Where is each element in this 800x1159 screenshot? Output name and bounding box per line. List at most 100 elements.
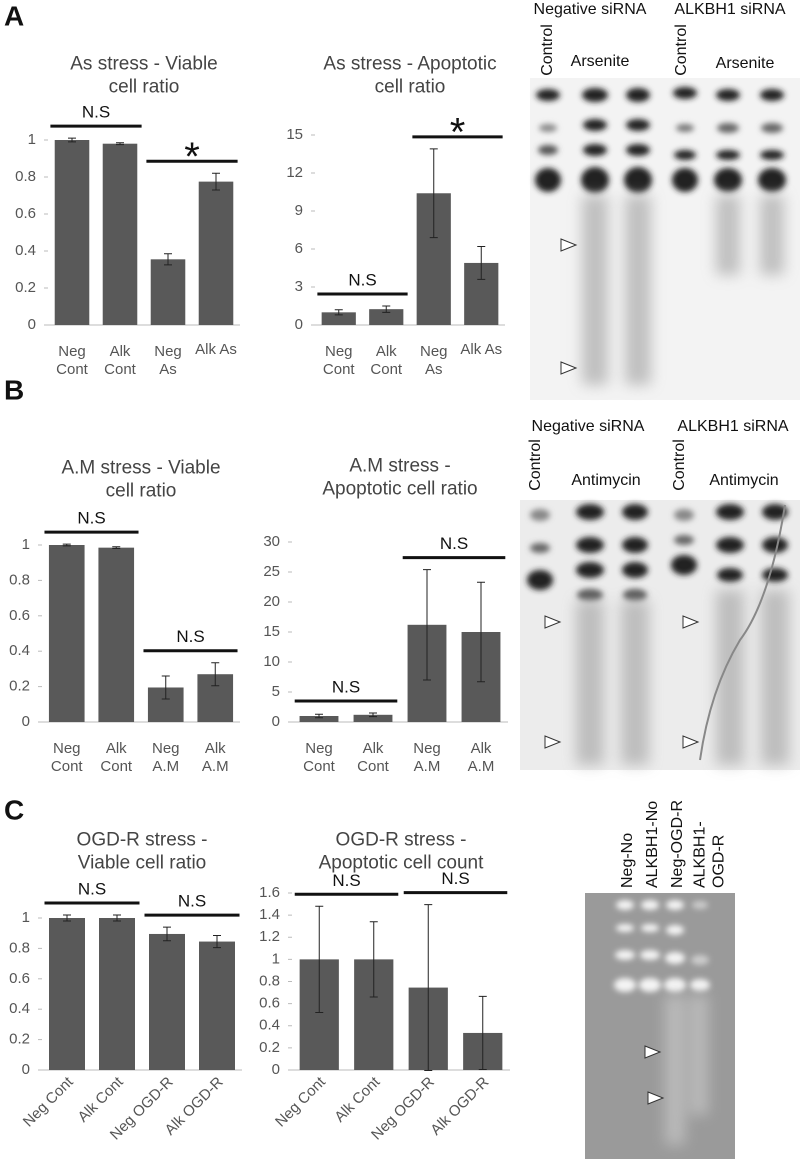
y-tick-label: 1.6 xyxy=(259,884,280,901)
x-tick-label: Neg As xyxy=(420,343,448,378)
y-tick-label: 0.2 xyxy=(15,279,36,296)
y-tick-label: 1 xyxy=(22,909,30,926)
error-bar xyxy=(213,934,221,949)
gel-lane-label: Antimycin xyxy=(709,472,778,489)
error-bar xyxy=(334,309,343,316)
x-tick-label: Alk As xyxy=(460,341,502,358)
bar xyxy=(198,181,234,325)
error-bar xyxy=(63,914,71,922)
y-tick-label: 30 xyxy=(263,533,280,550)
y-tick-label: 1.2 xyxy=(259,928,280,945)
y-tick-label: 0 xyxy=(22,713,30,730)
y-tick-label: 0 xyxy=(28,316,36,333)
x-tick-label: Neg Cont xyxy=(51,740,84,775)
bar xyxy=(49,918,85,1070)
x-tick-label: Neg Cont xyxy=(323,343,356,378)
y-tick-label: 1 xyxy=(28,131,36,148)
panel-label: C xyxy=(4,794,24,825)
bar xyxy=(299,716,339,722)
y-tick-label: 0.6 xyxy=(9,970,30,987)
bar xyxy=(99,918,135,1070)
error-bar xyxy=(478,995,487,1070)
x-tick-label: Alk Cont xyxy=(331,1073,384,1126)
y-tick-label: 0.4 xyxy=(9,1000,30,1017)
y-tick-label: 9 xyxy=(295,202,303,219)
x-tick-label: Alk Cont xyxy=(100,740,133,775)
error-bar xyxy=(369,921,378,998)
chart-title: As stress - Apoptotic cell ratio xyxy=(323,54,496,98)
y-tick-label: 0.6 xyxy=(9,607,30,624)
bar xyxy=(48,545,85,722)
gel-lane-label: ALKBH1- OGD-R xyxy=(692,821,728,888)
x-tick-label: Neg Cont xyxy=(20,1073,77,1130)
error-bar xyxy=(161,675,170,700)
y-tick-label: 0.2 xyxy=(9,678,30,695)
error-bar xyxy=(424,904,433,1072)
error-bar xyxy=(382,305,391,313)
gel-c xyxy=(585,893,735,1159)
chart-title: OGD-R stress -Apoptotic cell count xyxy=(319,830,484,874)
y-tick-label: 0.8 xyxy=(9,939,30,956)
significance-label: * xyxy=(184,135,200,179)
gel-group-label: ALKBH1 siRNA xyxy=(677,418,788,435)
y-tick-label: 15 xyxy=(286,126,303,143)
chart-title: As stress - Viable cell ratio xyxy=(70,54,217,98)
significance-label: N.S xyxy=(178,892,206,911)
significance-label: N.S xyxy=(176,627,204,646)
y-tick-label: 0.2 xyxy=(259,1039,280,1056)
x-tick-label: Alk Cont xyxy=(370,343,403,378)
x-tick-label: Alk As xyxy=(195,341,237,358)
y-tick-label: 0 xyxy=(22,1061,30,1078)
significance-label: N.S xyxy=(348,270,376,289)
gel-lane-label: Control xyxy=(673,24,690,76)
error-bar xyxy=(62,543,71,547)
y-tick-label: 20 xyxy=(263,593,280,610)
y-tick-label: 6 xyxy=(295,240,303,257)
y-tick-label: 0.8 xyxy=(15,168,36,185)
x-tick-label: Alk A.M xyxy=(468,740,495,775)
chart-title: A.M stress - Viable cell ratio xyxy=(61,458,220,502)
y-tick-label: 25 xyxy=(263,563,280,580)
significance-label: N.S xyxy=(77,509,105,528)
y-tick-label: 1 xyxy=(272,950,280,967)
gel-lane-label: Neg-No xyxy=(619,833,636,888)
gel-b xyxy=(520,500,800,770)
y-tick-label: 0 xyxy=(295,316,303,333)
significance-label: N.S xyxy=(332,871,360,890)
error-bar xyxy=(68,137,76,143)
x-tick-label: Alk Cont xyxy=(104,343,137,378)
bar xyxy=(353,714,393,722)
y-tick-label: 3 xyxy=(295,278,303,295)
y-tick-label: 0.6 xyxy=(259,995,280,1012)
gel-lane-label: Neg-OGD-R xyxy=(669,800,686,888)
y-tick-label: 1 xyxy=(22,536,30,553)
error-bar xyxy=(116,142,124,146)
error-bar xyxy=(477,581,485,683)
x-tick-label: Neg As xyxy=(154,343,182,378)
y-tick-label: 5 xyxy=(272,683,280,700)
panel-label: B xyxy=(4,374,24,405)
x-tick-label: Neg Cont xyxy=(303,740,336,775)
gel-a xyxy=(530,78,800,400)
gel-group-label: Negative siRNA xyxy=(534,1,647,18)
error-bar xyxy=(163,926,171,942)
gel-lane-label: Control xyxy=(539,24,556,76)
error-bar xyxy=(212,172,220,191)
gel-lane-label: Arsenite xyxy=(571,53,630,70)
y-tick-label: 0.4 xyxy=(9,642,30,659)
y-tick-label: 15 xyxy=(263,623,280,640)
chart-title: A.M stress -Apoptotic cell ratio xyxy=(322,456,477,500)
y-tick-label: 0.4 xyxy=(15,242,36,259)
y-tick-label: 10 xyxy=(263,653,280,670)
bar xyxy=(102,143,138,325)
gel-lane-label: Control xyxy=(671,439,688,491)
error-bar xyxy=(315,713,323,719)
x-tick-label: Alk Cont xyxy=(357,740,390,775)
x-tick-label: Neg Cont xyxy=(272,1073,329,1130)
gel-group-label: ALKBH1 siRNA xyxy=(674,1,785,18)
x-tick-label: Neg A.M xyxy=(152,740,180,775)
bar xyxy=(98,547,135,722)
significance-label: N.S xyxy=(440,534,468,553)
significance-label: * xyxy=(450,110,466,154)
gel-lane-label: Antimycin xyxy=(571,472,640,489)
